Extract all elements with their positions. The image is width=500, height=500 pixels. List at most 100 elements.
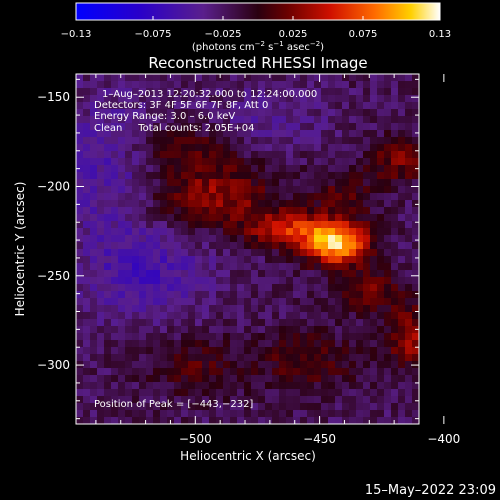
heatmap-cell	[195, 165, 203, 173]
heatmap-cell	[363, 109, 371, 117]
heatmap-cell	[174, 158, 182, 166]
heatmap-cell	[132, 123, 140, 131]
heatmap-cell	[377, 193, 385, 201]
heatmap-cell	[118, 130, 126, 138]
heatmap-cell	[230, 123, 238, 131]
heatmap-cell	[405, 298, 413, 306]
heatmap-cell	[111, 88, 119, 96]
annotation-clean: Clean Total counts: 2.05E+04	[94, 123, 254, 134]
heatmap-cell	[265, 109, 273, 117]
heatmap-cell	[293, 277, 301, 285]
heatmap-cell	[160, 179, 168, 187]
heatmap-cell	[265, 396, 273, 404]
heatmap-cell	[111, 207, 119, 215]
colorbar-tick-label: 0.025	[279, 29, 308, 40]
heatmap-cell	[223, 417, 231, 424]
heatmap-cell	[90, 172, 98, 180]
heatmap-cell	[321, 207, 329, 215]
heatmap-cell	[202, 102, 210, 110]
heatmap-cell	[76, 207, 84, 215]
heatmap-cell	[286, 109, 294, 117]
heatmap-cell	[265, 263, 273, 271]
heatmap-cell	[286, 333, 294, 341]
heatmap-cell	[174, 396, 182, 404]
heatmap-cell	[153, 298, 161, 306]
heatmap-cell	[90, 403, 98, 411]
heatmap-cell	[83, 291, 91, 299]
heatmap-cell	[76, 137, 84, 145]
heatmap-cell	[146, 214, 154, 222]
heatmap-cell	[188, 81, 196, 89]
heatmap-cell	[83, 88, 91, 96]
heatmap-cell	[125, 228, 133, 236]
heatmap-cell	[391, 158, 399, 166]
heatmap-cell	[195, 179, 203, 187]
heatmap-cell	[118, 102, 126, 110]
heatmap-cell	[335, 340, 343, 348]
heatmap-cell	[237, 361, 245, 369]
heatmap-cell	[300, 88, 308, 96]
heatmap-cell	[118, 277, 126, 285]
heatmap-cell	[104, 151, 112, 159]
heatmap-cell	[272, 214, 280, 222]
heatmap-cell	[377, 403, 385, 411]
heatmap-cell	[370, 95, 378, 103]
heatmap-cell	[118, 368, 126, 376]
heatmap-cell	[342, 130, 350, 138]
heatmap-cell	[104, 319, 112, 327]
heatmap-cell	[286, 382, 294, 390]
heatmap-cell	[125, 74, 133, 82]
heatmap-cell	[384, 319, 392, 327]
heatmap-cell	[195, 151, 203, 159]
heatmap-cell	[356, 340, 364, 348]
heatmap-cell	[307, 361, 315, 369]
heatmap-cell	[370, 312, 378, 320]
heatmap-cell	[244, 123, 252, 131]
heatmap-cell	[293, 347, 301, 355]
heatmap-cell	[188, 249, 196, 257]
heatmap-cell	[216, 389, 224, 397]
heatmap-cell	[321, 200, 329, 208]
heatmap-cell	[370, 347, 378, 355]
heatmap-cell	[370, 109, 378, 117]
heatmap-cell	[111, 361, 119, 369]
heatmap-cell	[174, 403, 182, 411]
heatmap-cell	[342, 235, 350, 243]
heatmap-cell	[76, 312, 84, 320]
heatmap-cell	[384, 151, 392, 159]
heatmap-cell	[195, 207, 203, 215]
heatmap-cell	[293, 361, 301, 369]
heatmap-cell	[307, 228, 315, 236]
heatmap-cell	[209, 270, 217, 278]
heatmap-cell	[104, 305, 112, 313]
heatmap-cell	[328, 81, 336, 89]
heatmap-cell	[209, 144, 217, 152]
heatmap-cell	[272, 319, 280, 327]
heatmap-cell	[398, 123, 406, 131]
heatmap-cell	[370, 256, 378, 264]
heatmap-cell	[83, 228, 91, 236]
heatmap-cell	[412, 305, 419, 313]
heatmap-cell	[258, 81, 266, 89]
heatmap-cell	[307, 130, 315, 138]
heatmap-cell	[230, 74, 238, 82]
footer-timestamp: 15–May–2022 23:09	[365, 483, 496, 498]
heatmap-cell	[370, 137, 378, 145]
heatmap-cell	[195, 130, 203, 138]
heatmap-cell	[118, 417, 126, 424]
heatmap-cell	[160, 228, 168, 236]
heatmap-cell	[349, 284, 357, 292]
heatmap-cell	[335, 242, 343, 250]
heatmap-cell	[223, 228, 231, 236]
heatmap-cell	[398, 137, 406, 145]
heatmap-cell	[349, 165, 357, 173]
heatmap-cell	[321, 305, 329, 313]
heatmap-cell	[132, 116, 140, 124]
heatmap-cell	[97, 74, 105, 82]
heatmap-cell	[384, 144, 392, 152]
heatmap-cell	[118, 81, 126, 89]
heatmap-cell	[230, 165, 238, 173]
heatmap-cell	[363, 382, 371, 390]
heatmap-cell	[279, 151, 287, 159]
heatmap-cell	[97, 200, 105, 208]
